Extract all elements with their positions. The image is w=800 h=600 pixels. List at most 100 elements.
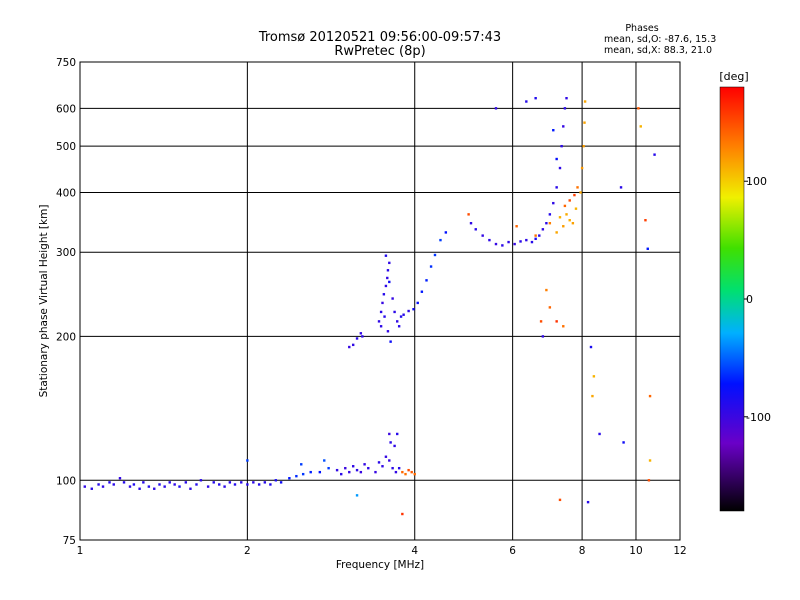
y-tick-label: 600 [56,103,76,115]
x-axis-label: Frequency [MHz] [336,559,424,571]
colorbar-ticks: 100 0 -100 [744,175,771,424]
data-point [539,320,543,323]
data-point [388,280,391,284]
data-point [444,231,448,234]
x-tick-label: 4 [411,545,418,557]
data-point [513,242,516,246]
data-point [377,320,381,323]
data-point [344,466,347,470]
data-point [138,487,141,490]
data-point [379,310,383,314]
grid-lines [80,62,680,540]
data-point [178,485,181,488]
data-point [384,455,388,458]
data-point [163,485,166,488]
data-point [541,228,545,231]
data-point [429,265,433,268]
data-point [348,345,351,349]
data-point [494,242,498,246]
data-point [318,470,322,474]
data-point [619,186,623,189]
data-point [573,193,576,197]
data-point [644,219,647,222]
data-point [467,213,470,216]
data-point [218,483,221,486]
data-point [90,487,93,490]
data-point [158,483,161,486]
data-point [501,244,504,247]
chart-title: Tromsø 20120521 09:56:00-09:57:43 [258,30,501,45]
data-point [580,166,584,170]
scatter-points [83,96,656,516]
data-point [563,107,567,110]
data-point [562,125,565,128]
data-point [300,463,303,466]
data-point [416,301,419,305]
y-axis-label: Stationary phase Virtual Height [km] [38,205,50,398]
colorbar [719,86,745,512]
data-point [515,225,518,228]
colorbar-tick-label: 100 [746,175,767,188]
data-point [388,261,391,265]
data-point [240,481,243,484]
y-tick-label: 500 [56,141,76,153]
data-point [592,375,596,378]
data-point [622,441,625,444]
data-point [586,500,590,504]
data-point [359,332,363,335]
data-point [379,325,383,328]
data-point [397,325,401,328]
data-point [122,481,126,484]
y-tick-label: 300 [56,247,76,259]
data-point [574,207,578,210]
data-point [407,468,410,472]
data-point [560,144,563,148]
data-point [648,394,652,398]
data-point [384,254,388,257]
data-point [538,234,541,237]
data-point [386,276,389,280]
data-point [393,310,396,314]
data-point [361,335,364,338]
data-point [639,125,642,128]
data-point [534,237,537,241]
data-point [309,470,312,474]
x-tick-label: 12 [673,545,686,557]
data-point [397,466,401,470]
data-point [534,96,537,100]
data-point [295,474,298,478]
x-tick-label: 8 [579,545,586,557]
data-point [552,201,555,205]
data-point [576,186,579,189]
data-point [534,234,537,237]
data-point [541,335,545,338]
data-point [562,325,565,328]
data-point [648,459,652,462]
data-point [507,240,510,244]
data-point [355,494,359,497]
x-ticks: 1 2 4 6 8 10 12 [77,545,687,557]
data-point [389,340,392,343]
data-point [274,479,278,482]
data-point [637,107,640,110]
data-point [351,343,355,347]
data-point [381,301,384,305]
colorbar-tick-label: -100 [746,411,771,424]
data-point [391,297,394,300]
data-point [548,306,552,309]
data-point [189,487,192,490]
y-tick-label: 100 [56,475,76,487]
phases-heading: Phases [625,23,658,34]
x-tick-label: 1 [77,545,84,557]
data-point [153,487,156,490]
data-point [168,481,171,484]
data-point [555,231,558,234]
data-point [646,247,649,250]
data-point [591,394,594,398]
data-point [108,481,111,484]
data-point [355,468,359,472]
y-tick-label: 200 [56,331,76,343]
data-point [246,483,249,486]
y-tick-label: 750 [56,57,76,69]
data-point [173,483,176,486]
